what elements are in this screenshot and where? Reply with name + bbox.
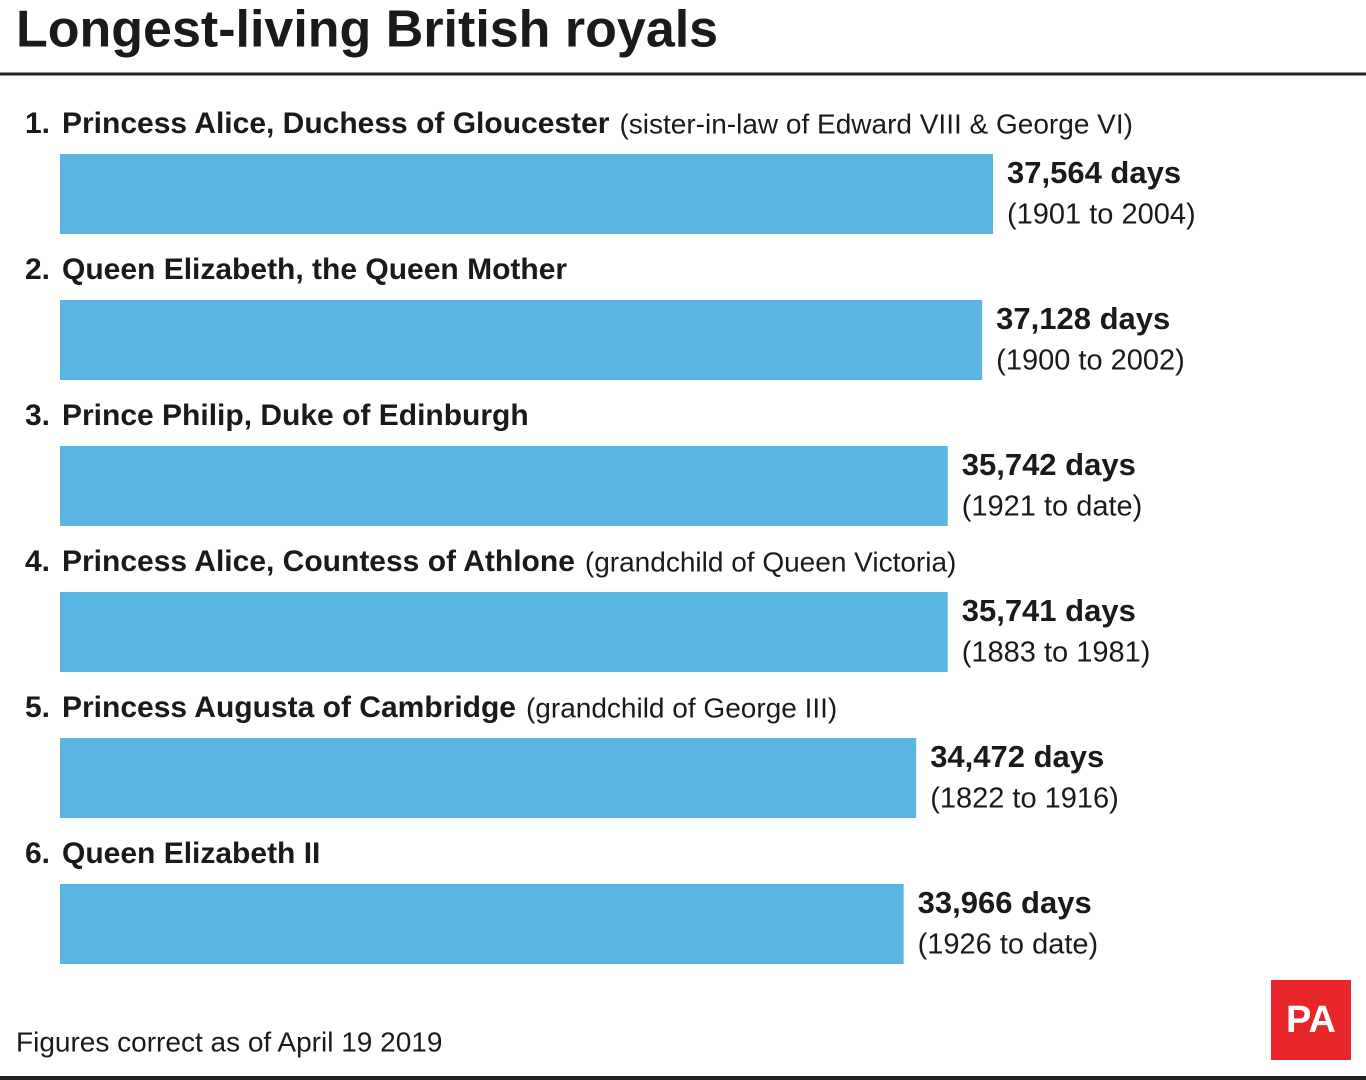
bar (60, 446, 948, 526)
value-label: 35,741 days (962, 593, 1136, 628)
period-label: (1900 to 2002) (996, 345, 1185, 377)
value-label: 33,966 days (918, 885, 1092, 920)
value-label: 35,742 days (962, 447, 1136, 482)
period-label: (1822 to 1916) (930, 783, 1119, 815)
logo-box (1271, 980, 1351, 1060)
category-label: Queen Elizabeth II (62, 837, 320, 870)
rank: 2. (25, 253, 50, 286)
category-note: (sister-in-law of Edward VIII & George V… (619, 108, 1133, 139)
footnote: Figures correct as of April 19 2019 (16, 1026, 442, 1057)
rank: 4. (25, 545, 50, 578)
period-label: (1883 to 1981) (962, 637, 1151, 669)
rank: 1. (25, 107, 50, 140)
rank: 5. (25, 691, 50, 724)
bar (60, 300, 983, 380)
value-label: 37,564 days (1007, 155, 1181, 190)
category-label: Princess Alice, Countess of Athlone (62, 545, 575, 578)
value-label: 37,128 days (996, 301, 1170, 336)
category-label: Princess Augusta of Cambridge (62, 691, 516, 724)
chart-title: Longest-living British royals (16, 1, 718, 59)
period-label: (1901 to 2004) (1007, 199, 1196, 231)
category-note: (grandchild of George III) (526, 692, 837, 723)
rank: 3. (25, 399, 50, 432)
value-label: 34,472 days (930, 739, 1104, 774)
logo: PA (1286, 999, 1336, 1041)
bar (60, 592, 948, 672)
category-label: Princess Alice, Duchess of Gloucester (62, 107, 610, 140)
category-note: (grandchild of Queen Victoria) (585, 546, 956, 577)
period-label: (1921 to date) (962, 491, 1143, 523)
category-label: Queen Elizabeth, the Queen Mother (62, 253, 567, 286)
bar (60, 738, 917, 818)
bar (60, 884, 904, 964)
period-label: (1926 to date) (918, 929, 1099, 961)
bar (60, 154, 993, 234)
rank: 6. (25, 837, 50, 870)
category-label: Prince Philip, Duke of Edinburgh (62, 399, 529, 432)
